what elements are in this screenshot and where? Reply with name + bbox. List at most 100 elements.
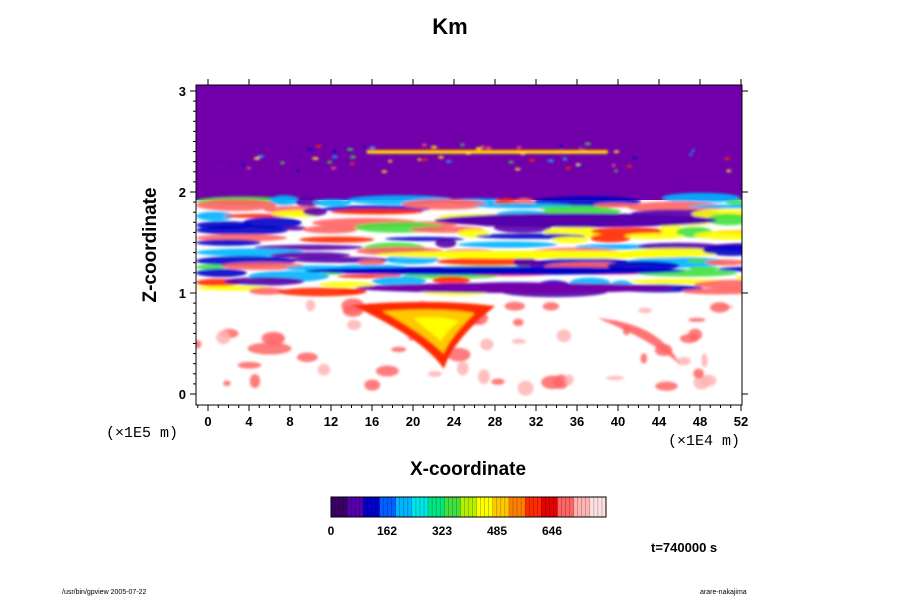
heatmap-streak xyxy=(624,233,685,240)
x-tick-label: 48 xyxy=(693,414,707,429)
x-axis-label: X-coordinate xyxy=(409,459,527,480)
heatmap-patch xyxy=(375,365,399,377)
heatmap-plot-area xyxy=(196,85,742,405)
heatmap-patch xyxy=(693,368,704,379)
heatmap-patch xyxy=(491,378,505,385)
heatmap-speck xyxy=(691,149,695,152)
colorbar-swatch xyxy=(476,497,494,517)
heatmap-streak xyxy=(196,268,247,278)
heatmap-speck xyxy=(455,157,459,160)
heatmap-speck xyxy=(297,154,303,157)
heatmap-patch xyxy=(249,374,261,389)
heatmap-speck xyxy=(241,163,247,167)
heatmap-streak xyxy=(432,276,471,284)
heatmap-speck xyxy=(611,164,616,167)
heatmap-patch xyxy=(709,302,730,313)
heatmap-speck xyxy=(421,158,429,161)
colorbar-swatch xyxy=(411,497,429,517)
heatmap-patch xyxy=(456,361,469,376)
heatmap-patch xyxy=(693,374,710,390)
heatmap-streak xyxy=(302,225,358,234)
heatmap-speck xyxy=(724,157,731,160)
colorbar-swatch xyxy=(363,497,381,517)
heatmap-patch xyxy=(542,302,560,311)
colorbar-swatch xyxy=(492,497,510,517)
heatmap-patch xyxy=(196,340,202,349)
x-axis-unit: (×1E4 m) xyxy=(668,433,741,450)
heatmap-speck xyxy=(445,160,452,163)
heatmap-streak xyxy=(705,259,742,266)
x-tick-label: 12 xyxy=(324,414,338,429)
heatmap-streak xyxy=(401,198,487,210)
heatmap-streak xyxy=(689,266,720,271)
x-tick-label: 0 xyxy=(204,414,211,429)
heatmap-streak xyxy=(693,230,742,240)
heatmap-speck xyxy=(287,145,292,148)
heatmap-speck xyxy=(316,163,322,166)
heatmap-streak xyxy=(224,277,305,286)
heatmap-speck xyxy=(430,145,438,149)
x-tick-label: 40 xyxy=(611,414,625,429)
colorbar-swatch xyxy=(573,497,591,517)
heatmap-layer xyxy=(437,213,717,228)
heatmap-speck xyxy=(565,166,572,170)
heatmap-speck xyxy=(613,150,620,153)
heatmap-streak xyxy=(371,276,427,286)
heatmap-streak xyxy=(269,195,301,206)
heatmap-plume xyxy=(413,317,460,342)
heatmap-streak xyxy=(718,266,742,272)
heatmap-speck xyxy=(381,170,387,173)
heatmap-patch xyxy=(676,356,691,366)
heatmap-patch xyxy=(427,370,442,377)
heatmap-streak xyxy=(681,288,742,295)
heatmap-patch xyxy=(223,380,231,387)
heatmap-speck xyxy=(295,169,300,172)
colorbar-swatch xyxy=(444,497,461,517)
heatmap-patch xyxy=(305,299,316,312)
colorbar-swatch xyxy=(395,497,413,517)
heatmap-speck xyxy=(626,165,633,168)
footer-left-text: /usr/bin/gpview 2005-07-22 xyxy=(62,589,147,596)
heatmap-streak xyxy=(706,213,742,226)
heatmap-patch xyxy=(347,319,362,331)
y-axis-unit: (×1E5 m) xyxy=(106,425,179,442)
colorbar-tick-label: 0 xyxy=(328,524,335,538)
heatmap-streak xyxy=(319,281,375,288)
heatmap-speck xyxy=(481,145,485,148)
heatmap-speck xyxy=(514,167,521,171)
heatmap-speck xyxy=(421,143,427,147)
heatmap-speck xyxy=(345,160,352,163)
heatmap-speck xyxy=(327,160,333,164)
heatmap-streak xyxy=(221,262,306,271)
heatmap-speck xyxy=(417,158,421,161)
colorbar-swatch xyxy=(508,497,526,517)
heatmap-patch xyxy=(701,353,708,368)
heatmap-speck xyxy=(257,155,265,158)
heatmap-streak xyxy=(687,204,742,209)
y-tick-label: 1 xyxy=(179,286,186,301)
heatmap-plume xyxy=(597,318,680,364)
heatmap-speck xyxy=(508,160,514,164)
heatmap-speck xyxy=(247,166,251,170)
heatmap-streak xyxy=(196,211,234,221)
heatmap-speck xyxy=(315,144,322,148)
colorbar-tick-label: 646 xyxy=(542,524,562,538)
heatmap-patch xyxy=(504,301,526,311)
heatmap-patch xyxy=(655,381,678,391)
heatmap-speck xyxy=(350,147,357,150)
colorbar-swatch xyxy=(557,497,575,517)
heatmap-speck xyxy=(726,169,732,173)
x-tick-label: 20 xyxy=(406,414,420,429)
colorbar-swatch xyxy=(460,497,478,517)
upper-region-fill xyxy=(196,85,742,200)
heatmap-speck xyxy=(528,159,535,162)
y-tick-label: 2 xyxy=(179,185,186,200)
y-axis: 0 1 2 3 xyxy=(179,84,748,402)
heatmap-streak xyxy=(435,238,457,248)
heatmap-streak xyxy=(303,207,328,216)
heatmap-streak xyxy=(295,196,320,208)
colorbar-swatch xyxy=(428,497,445,517)
heatmap-speck xyxy=(485,146,492,150)
heatmap-speck xyxy=(579,147,586,150)
heatmap-streak xyxy=(627,201,724,213)
